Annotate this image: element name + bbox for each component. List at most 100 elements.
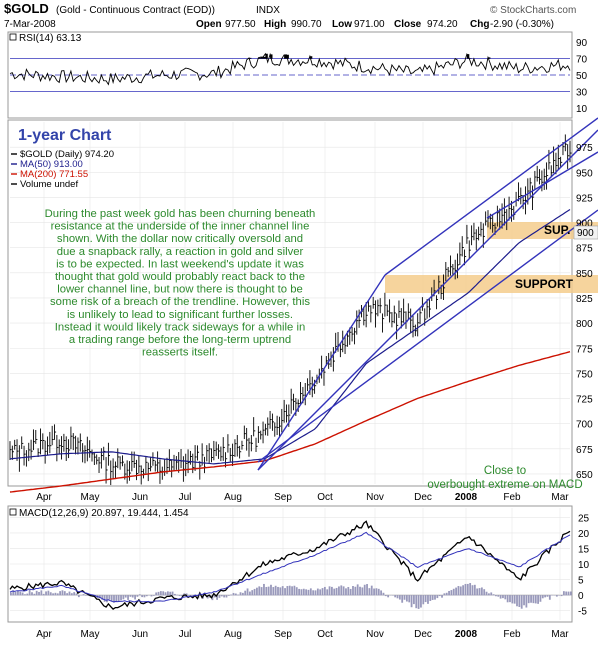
macd-hist-bar bbox=[56, 593, 59, 596]
rsi-tick-label: 30 bbox=[576, 87, 588, 98]
macd-hist-bar bbox=[272, 587, 275, 596]
macd-hist-bar bbox=[213, 595, 216, 598]
macd-hist-bar bbox=[26, 593, 29, 596]
price-tick-label: 675 bbox=[576, 445, 593, 456]
macd-hist-bar bbox=[380, 590, 383, 596]
macd-tick-label: 25 bbox=[578, 513, 590, 524]
price-tick-label: 900 bbox=[576, 219, 593, 230]
macd-hist-bar bbox=[363, 584, 366, 596]
sup-label: SUP. bbox=[544, 223, 570, 237]
macd-hist-bar bbox=[513, 595, 516, 604]
macd-hist-bar bbox=[101, 595, 104, 600]
macd-hist-bar bbox=[429, 595, 432, 601]
macd-hist-bar bbox=[520, 595, 523, 609]
macd-hist-bar bbox=[398, 595, 401, 600]
macd-hist-bar bbox=[66, 593, 69, 596]
rsi-panel: RSI(14) 63.13 90 70 50 30 10 bbox=[7, 31, 588, 119]
macd-hist-bar bbox=[347, 586, 350, 596]
macd-hist-bar bbox=[361, 587, 364, 596]
open-value: 977.50 bbox=[225, 19, 256, 30]
macd-hist-bar bbox=[504, 595, 507, 600]
macd-hist-bar bbox=[42, 593, 45, 596]
macd-hist-bar bbox=[548, 595, 551, 600]
macd-hist-bar bbox=[420, 595, 422, 608]
rsi-line bbox=[9, 52, 571, 86]
macd-hist-bar bbox=[438, 595, 441, 597]
macd-hist-bar bbox=[68, 591, 71, 596]
month-label: Sep bbox=[274, 492, 292, 503]
month-label: Aug bbox=[224, 492, 242, 503]
price-tick-label: 825 bbox=[576, 294, 593, 305]
macd-hist-bar bbox=[225, 595, 228, 598]
macd-hist-bar bbox=[181, 595, 183, 597]
macd-hist-bar bbox=[436, 595, 439, 599]
month-label: Nov bbox=[366, 492, 384, 503]
macd-hist-bar bbox=[359, 586, 361, 596]
macd-hist-bar bbox=[345, 588, 347, 596]
price-tick-label: 850 bbox=[576, 269, 593, 280]
macd-hist-bar bbox=[478, 588, 481, 596]
month-label: Apr bbox=[36, 629, 52, 640]
macd-hist-bar bbox=[134, 595, 136, 600]
macd-hist-bar bbox=[490, 592, 493, 596]
macd-tick-label: 5 bbox=[578, 576, 584, 587]
macd-hist-bar bbox=[286, 586, 289, 596]
macd-hist-bar bbox=[129, 595, 132, 597]
macd-hist-bar bbox=[394, 595, 397, 598]
macd-hist-bar bbox=[509, 595, 511, 603]
macd-hist-bar bbox=[523, 595, 525, 606]
macd-hist-bar bbox=[492, 594, 495, 596]
macd-hist-bar bbox=[518, 595, 521, 607]
month-label: Dec bbox=[414, 629, 432, 640]
macd-hist-bar bbox=[110, 595, 113, 602]
month-label: May bbox=[81, 629, 100, 640]
month-label: Mar bbox=[551, 629, 569, 640]
price-tick-label: 700 bbox=[576, 420, 593, 431]
macd-hist-bar bbox=[452, 588, 455, 596]
price-tick-label: 725 bbox=[576, 395, 593, 406]
macd-hist-bar bbox=[122, 595, 125, 600]
macd-hist-bar bbox=[152, 595, 155, 596]
rsi-tick-label: 70 bbox=[576, 55, 588, 66]
rsi-tick-label: 10 bbox=[576, 104, 588, 115]
macd-hist-bar bbox=[555, 595, 558, 597]
macd-hist-bar bbox=[106, 595, 108, 603]
macd-hist-bar bbox=[387, 595, 390, 598]
macd-hist-bar bbox=[274, 585, 277, 596]
low-label: Low bbox=[332, 19, 352, 30]
macd-hist-bar bbox=[326, 589, 329, 596]
macd-hist-bar bbox=[234, 593, 237, 596]
macd-hist-bar bbox=[307, 589, 310, 596]
macd-hist-bar bbox=[377, 588, 380, 596]
macd-hist-bar bbox=[227, 595, 230, 596]
chg-label: Chg bbox=[470, 19, 489, 30]
macd-hist-bar bbox=[408, 595, 411, 603]
macd-hist-bar bbox=[410, 595, 413, 608]
macd-hist-bar bbox=[560, 595, 563, 597]
macd-hist-bar bbox=[28, 589, 31, 596]
channel-lines bbox=[257, 117, 598, 471]
price-tick-label: 775 bbox=[576, 344, 593, 355]
date: 7-Mar-2008 bbox=[4, 19, 56, 30]
macd-hist-bar bbox=[120, 595, 122, 601]
macd-hist-bar bbox=[232, 592, 235, 596]
macd-hist-bar bbox=[349, 588, 352, 596]
macd-hist-bar bbox=[506, 595, 509, 603]
macd-hist-bar bbox=[415, 595, 418, 609]
macd-hist-bar bbox=[246, 588, 249, 596]
macd-hist-bar bbox=[237, 594, 240, 596]
macd-hist-bar bbox=[251, 590, 254, 596]
macd-hist-bar bbox=[469, 583, 472, 596]
macd-hist-bar bbox=[312, 590, 315, 596]
ma200-line bbox=[9, 351, 571, 493]
macd-hist-bar bbox=[335, 587, 338, 596]
legend-entry: Volume undef bbox=[20, 179, 78, 190]
macd-hist-bar bbox=[143, 595, 146, 598]
macd-hist-bar bbox=[136, 595, 139, 597]
macd-hist-bar bbox=[113, 595, 115, 603]
macd-hist-bar bbox=[455, 587, 457, 596]
macd-hist-bar bbox=[534, 595, 537, 604]
macd-hist-bar bbox=[431, 595, 434, 600]
month-label: Nov bbox=[366, 629, 384, 640]
macd-hist-bar bbox=[539, 595, 542, 602]
